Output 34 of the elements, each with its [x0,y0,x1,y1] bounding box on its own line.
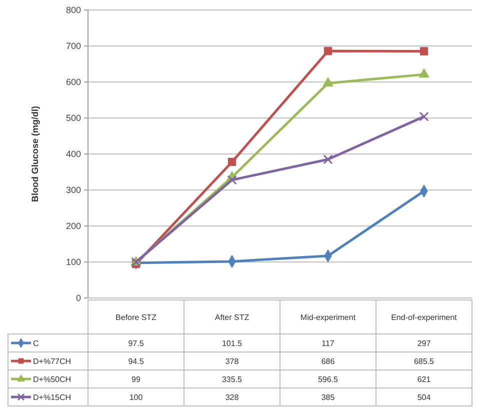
data-label: 99 [132,375,141,384]
y-tick-label: 200 [66,220,81,231]
data-label: 297 [417,339,432,348]
data-label: 504 [417,393,432,402]
legend-label: D+%50CH [33,375,72,384]
y-tick-label: 400 [66,148,81,159]
data-label: 385 [321,393,336,402]
data-label: 94.5 [128,357,144,366]
data-label: 117 [322,339,335,348]
x-tick-label: Mid-experiment [300,313,356,322]
y-tick-label: 0 [76,292,81,303]
data-label: 328 [225,393,240,402]
y-tick-label: 700 [66,40,81,51]
data-label: 685.5 [414,357,435,366]
legend-label: C [33,339,39,348]
y-axis-title: Blood Glucose (mg/dl) [30,106,40,202]
x-tick-label: Before STZ [116,313,157,322]
data-label: 101.5 [222,339,243,348]
data-label: 596.5 [318,375,339,384]
data-label: 335.5 [222,375,243,384]
x-tick-label: After STZ [214,313,250,322]
data-label: 621 [417,375,432,384]
y-tick-label: 300 [66,184,81,195]
data-label: 686 [321,357,336,366]
y-tick-label: 800 [66,4,81,15]
x-tick-label: End-of-experiment [391,313,458,322]
data-label: 100 [129,393,144,402]
y-tick-label: 500 [66,112,81,123]
legend-label: D+%77CH [33,357,72,366]
y-tick-label: 100 [66,256,81,267]
data-label: 97.5 [128,339,144,348]
y-tick-label: 600 [66,76,81,87]
data-label: 378 [225,357,240,366]
legend-label: D+%15CH [33,393,72,402]
